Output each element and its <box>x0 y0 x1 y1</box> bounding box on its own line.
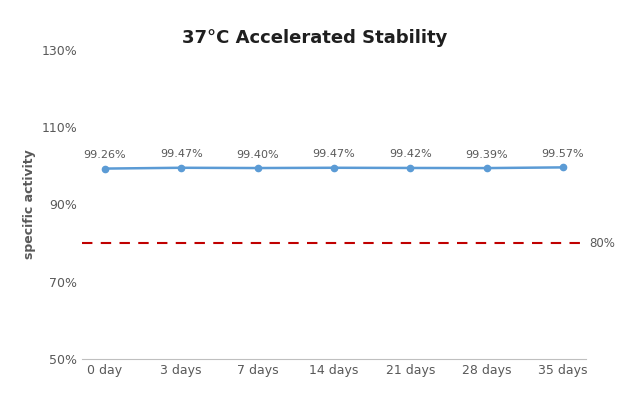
Text: 99.57%: 99.57% <box>542 149 584 159</box>
Text: 99.26%: 99.26% <box>84 150 126 160</box>
Text: 99.40%: 99.40% <box>236 150 279 159</box>
Y-axis label: specific activity: specific activity <box>23 150 36 259</box>
Text: 37°C Accelerated Stability: 37°C Accelerated Stability <box>182 29 448 47</box>
Text: 99.47%: 99.47% <box>160 149 203 159</box>
Text: 99.39%: 99.39% <box>466 150 508 159</box>
Text: 80%: 80% <box>590 237 616 249</box>
Text: 99.47%: 99.47% <box>312 149 355 159</box>
Text: 99.42%: 99.42% <box>389 150 432 159</box>
